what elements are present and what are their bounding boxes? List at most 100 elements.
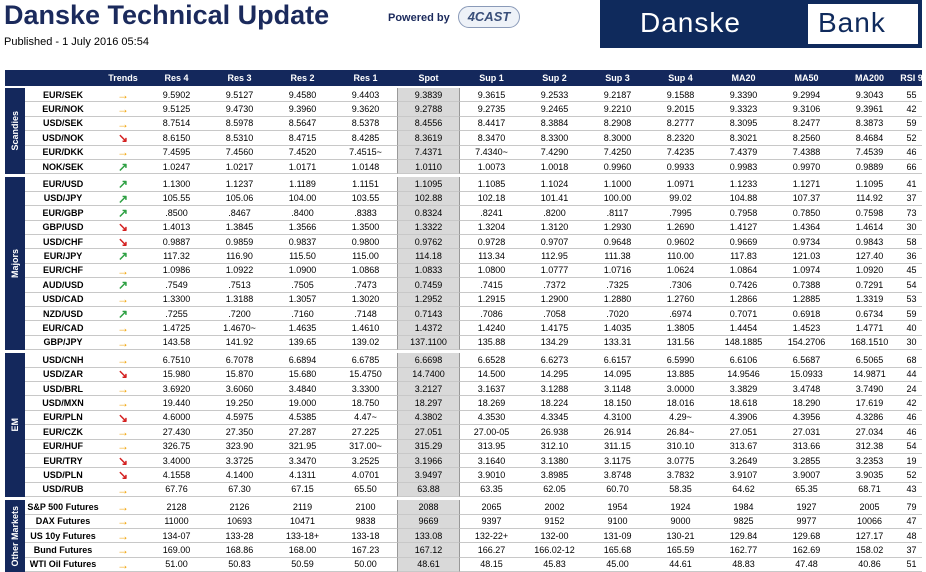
- table-cell: 326.75: [145, 439, 208, 454]
- table-cell: 67.30: [208, 482, 271, 498]
- table-cell: 45.00: [586, 557, 649, 572]
- table-cell: 148.1885: [712, 335, 775, 351]
- table-cell: 37: [901, 543, 922, 558]
- table-cell: 0.9889: [838, 160, 901, 175]
- table-cell: 19.250: [208, 396, 271, 411]
- table-cell: 0.9837: [271, 235, 334, 250]
- table-cell: 3.0775: [649, 454, 712, 469]
- table-cell: 27.287: [271, 425, 334, 440]
- table-cell: 1.3204: [460, 220, 523, 235]
- table-cell: 8.2777: [649, 116, 712, 132]
- table-cell: 134.29: [523, 335, 586, 351]
- table-cell: 1.4240: [460, 321, 523, 336]
- table-cell: 27.225: [334, 425, 397, 440]
- table-cell: 66: [901, 160, 922, 175]
- table-cell: 63.88: [397, 482, 460, 498]
- table-cell: 30: [901, 335, 922, 351]
- row-label: USD/CNH: [25, 353, 101, 368]
- table-cell: 1.0920: [838, 263, 901, 279]
- table-cell: 0.9933: [649, 160, 712, 175]
- table-cell: 45.83: [523, 557, 586, 572]
- table-cell: 3.3829: [712, 382, 775, 397]
- row-label: AUD/USD: [25, 278, 101, 293]
- table-cell: 154.2706: [775, 335, 838, 351]
- table-cell: 8.6150: [145, 131, 208, 146]
- table-cell: 14.095: [586, 367, 649, 382]
- table-cell: 4.29~: [649, 410, 712, 426]
- column-header: Sup 1: [460, 70, 523, 86]
- table-cell: 4.3286: [838, 410, 901, 426]
- table-cell: 114.18: [397, 249, 460, 264]
- table-cell: 3.4748: [775, 382, 838, 397]
- table-cell: 18.290: [775, 396, 838, 411]
- row-label: NZD/USD: [25, 307, 101, 322]
- row-label: EUR/NOK: [25, 102, 101, 117]
- table-cell: 6.5990: [649, 353, 712, 368]
- trend-arrow: ↘: [101, 367, 145, 382]
- table-cell: 0.7291: [838, 278, 901, 293]
- table-cell: 1.3300: [145, 292, 208, 307]
- row-label: EUR/CAD: [25, 321, 101, 336]
- table-cell: 13.885: [649, 367, 712, 382]
- table-cell: 3.9107: [712, 468, 775, 483]
- table-cell: 112.95: [523, 249, 586, 264]
- table-cell: 7.4235: [649, 145, 712, 160]
- column-header: Res 3: [208, 70, 271, 86]
- column-header: Res 2: [271, 70, 334, 86]
- table-cell: .7255: [145, 307, 208, 322]
- table-cell: 129.68: [775, 529, 838, 544]
- trend-arrow: ↗: [101, 307, 145, 322]
- table-cell: 1.0868: [334, 263, 397, 279]
- row-label: Bund Futures: [25, 543, 101, 558]
- table-cell: 1.0217: [208, 160, 271, 175]
- row-label: EUR/GBP: [25, 206, 101, 221]
- table-cell: 0.9728: [460, 235, 523, 250]
- trend-arrow: ↗: [101, 160, 145, 175]
- row-label: USD/PLN: [25, 468, 101, 483]
- table-cell: 79: [901, 500, 922, 515]
- trend-arrow: →: [101, 88, 145, 103]
- table-cell: 0.9887: [145, 235, 208, 250]
- table-cell: 4.47~: [334, 410, 397, 426]
- table-cell: 311.15: [586, 439, 649, 454]
- table-cell: 8.3873: [838, 116, 901, 132]
- table-cell: 4.3530: [460, 410, 523, 426]
- table-cell: 162.69: [775, 543, 838, 558]
- table-cell: 1.1095: [397, 177, 460, 192]
- table-cell: 7.4560: [208, 145, 271, 160]
- table-cell: 19.440: [145, 396, 208, 411]
- table-cell: 99.02: [649, 191, 712, 207]
- table-cell: 158.02: [838, 543, 901, 558]
- table-cell: 0.9602: [649, 235, 712, 250]
- table-cell: 50.83: [208, 557, 271, 572]
- table-cell: 60.70: [586, 482, 649, 498]
- table-cell: 1.3120: [523, 220, 586, 235]
- table-cell: 1.2760: [649, 292, 712, 307]
- table-cell: 1.0800: [460, 263, 523, 279]
- table-cell: 100.00: [586, 191, 649, 207]
- table-cell: .8200: [523, 206, 586, 221]
- table-cell: 58: [901, 235, 922, 250]
- table-cell: 3.1148: [586, 382, 649, 397]
- table-cell: 2002: [523, 500, 586, 515]
- table-cell: 1.4035: [586, 321, 649, 336]
- table-cell: 133.31: [586, 335, 649, 351]
- table-cell: 8.5378: [334, 116, 397, 132]
- table-cell: 315.29: [397, 439, 460, 454]
- table-cell: 169.00: [145, 543, 208, 558]
- table-cell: 6.7078: [208, 353, 271, 368]
- table-cell: 9.4403: [334, 88, 397, 103]
- table-cell: 1.2930: [586, 220, 649, 235]
- table-cell: 9.3839: [397, 88, 460, 103]
- table-cell: 107.37: [775, 191, 838, 207]
- group-label-text: Scandies: [10, 111, 20, 151]
- row-label: GBP/JPY: [25, 335, 101, 351]
- table-cell: 2128: [145, 500, 208, 515]
- table-cell: 8.2320: [649, 131, 712, 146]
- trend-arrow: →: [101, 543, 145, 558]
- table-cell: 310.10: [649, 439, 712, 454]
- table-cell: 9000: [649, 514, 712, 529]
- trend-arrow: →: [101, 145, 145, 160]
- table-cell: 1.0110: [397, 160, 460, 175]
- row-label: USD/MXN: [25, 396, 101, 411]
